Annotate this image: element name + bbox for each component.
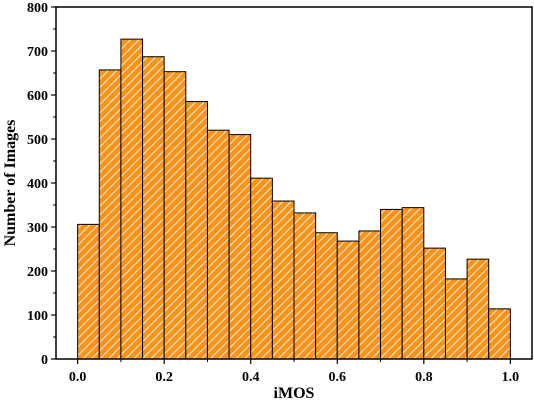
y-tick-label: 700 xyxy=(27,45,48,60)
x-tick-label: 0.0 xyxy=(69,370,87,385)
x-tick-label: 0.2 xyxy=(155,370,173,385)
y-tick-label: 100 xyxy=(27,309,48,324)
histogram-bar-8 xyxy=(250,177,273,360)
x-tick-label: 1.0 xyxy=(502,370,520,385)
histogram-bar-17 xyxy=(444,278,468,360)
histogram-bar-9 xyxy=(271,200,295,360)
histogram-bar-1 xyxy=(98,69,122,360)
histogram-bar-5 xyxy=(185,101,208,360)
y-tick-label: 600 xyxy=(27,89,48,104)
y-tick-label: 400 xyxy=(27,177,48,192)
histogram-bar-11 xyxy=(315,232,338,360)
y-tick-label: 0 xyxy=(41,353,48,368)
histogram-bar-4 xyxy=(163,71,187,360)
histogram-bar-12 xyxy=(336,240,360,360)
y-tick-label: 200 xyxy=(27,265,48,280)
histogram-bar-15 xyxy=(401,207,425,360)
bars-group xyxy=(77,38,511,360)
histogram-bar-10 xyxy=(293,212,317,360)
histogram-bar-6 xyxy=(206,129,230,360)
histogram-bar-3 xyxy=(142,56,165,360)
histogram-bar-16 xyxy=(423,247,446,360)
x-axis: 0.0 0.2 0.4 0.6 0.8 1.0 xyxy=(69,359,519,385)
histogram-bar-14 xyxy=(380,208,403,360)
y-axis: 0 100 200 300 400 500 600 700 800 xyxy=(27,1,56,368)
y-tick-label: 500 xyxy=(27,133,48,148)
x-tick-label: 0.6 xyxy=(329,370,347,385)
x-tick-label: 0.4 xyxy=(242,370,260,385)
histogram-bar-7 xyxy=(228,134,252,360)
histogram-bar-19 xyxy=(488,308,511,360)
x-axis-label: iMOS xyxy=(274,385,315,402)
histogram-bar-2 xyxy=(120,38,144,360)
histogram-bar-18 xyxy=(466,258,490,360)
histogram-bar-0 xyxy=(77,223,100,360)
y-tick-label: 300 xyxy=(27,221,48,236)
histogram-bar-13 xyxy=(358,230,382,360)
x-tick-label: 0.8 xyxy=(415,370,433,385)
y-axis-label: Number of Images xyxy=(2,120,19,247)
y-tick-label: 800 xyxy=(27,1,48,16)
